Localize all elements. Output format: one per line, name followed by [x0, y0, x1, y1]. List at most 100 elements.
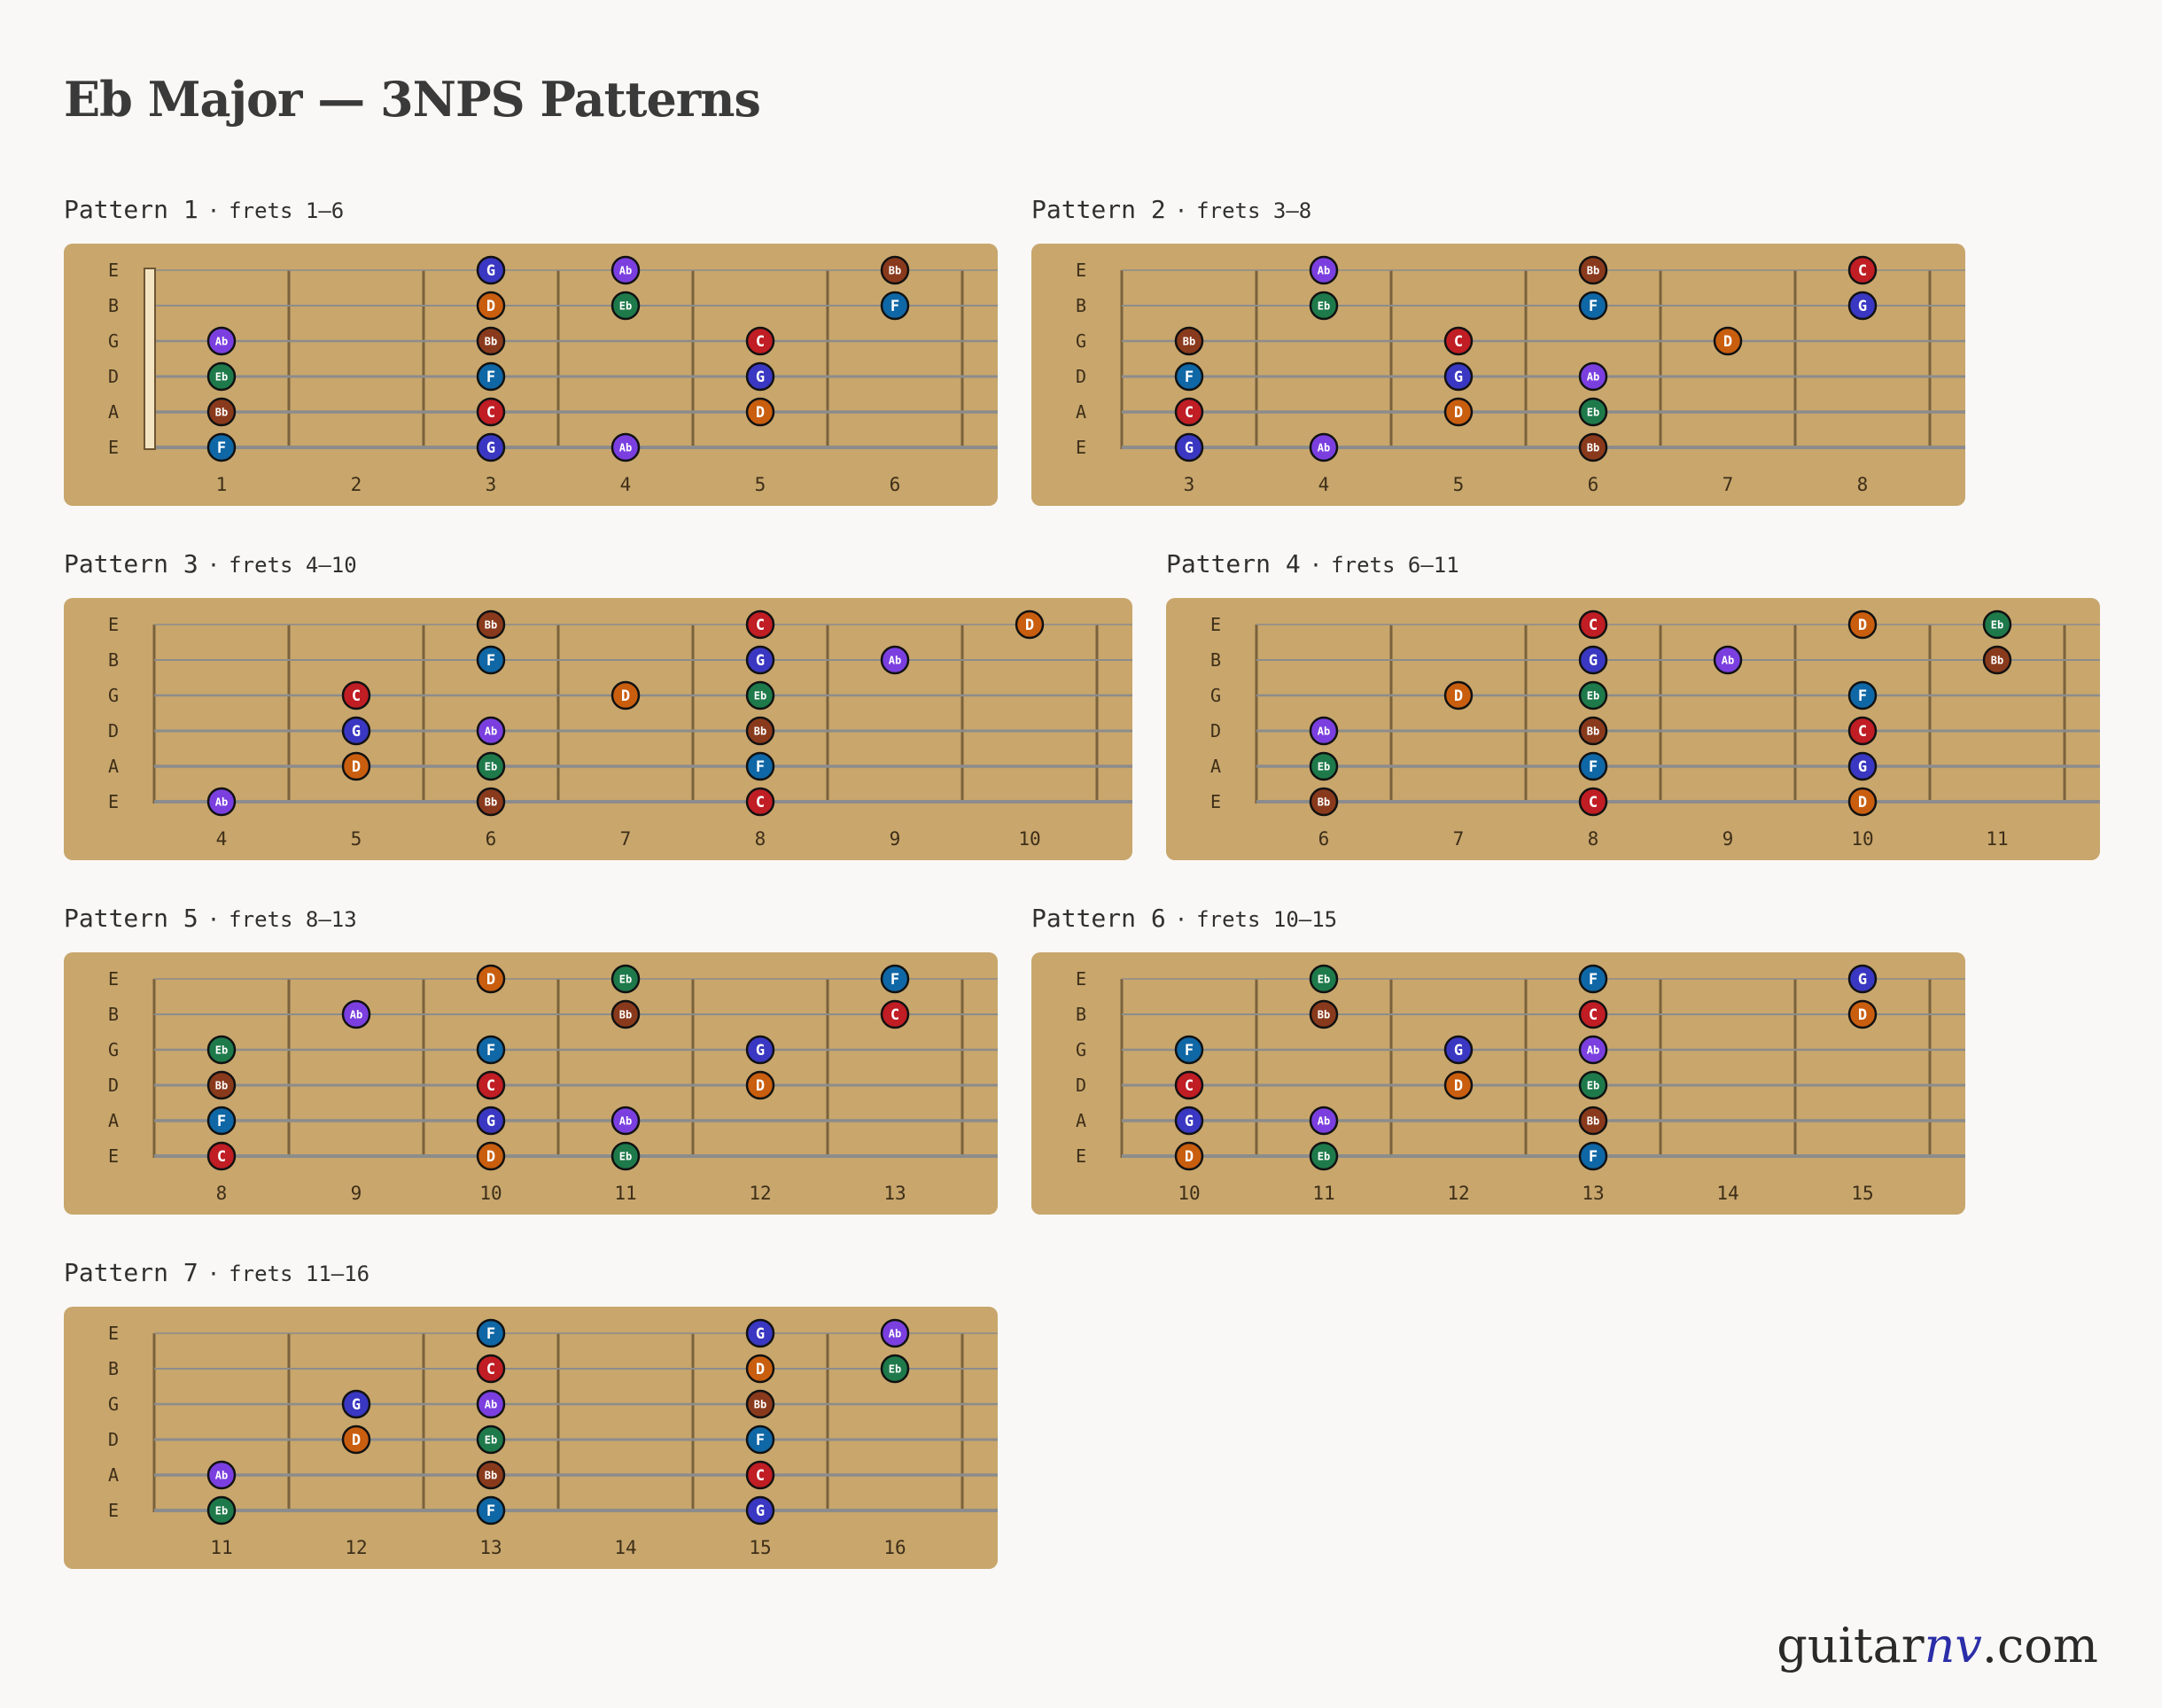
note-label: D: [756, 1361, 765, 1378]
note-dot: Eb: [610, 291, 641, 321]
note-label: G: [756, 1042, 765, 1060]
note-dot: Bb: [476, 787, 506, 817]
note-dot: D: [1443, 1070, 1474, 1100]
string-label: E: [108, 791, 119, 812]
page-title: Eb Major — 3NPS Patterns: [64, 71, 761, 128]
note-label: F: [217, 439, 226, 457]
string-label: A: [108, 756, 119, 777]
pattern-heading: Pattern 5 · frets 8–13: [64, 904, 357, 939]
pattern-sep: ·: [1174, 907, 1188, 932]
note-dot: Ab: [1578, 361, 1608, 392]
pattern-heading: Pattern 7 · frets 11–16: [64, 1258, 369, 1293]
note-label: Ab: [485, 725, 497, 737]
note-label: G: [1454, 1042, 1463, 1060]
note-dot: C: [880, 999, 910, 1029]
fret-number: 11: [1986, 828, 2008, 850]
note-label: Bb: [215, 1079, 228, 1091]
note-label: G: [1454, 369, 1463, 386]
note-label: Ab: [889, 1327, 901, 1339]
fretboard: E B G D A E 1 2 3 4 5 6 G Ab Bb D Eb F Ab Bb C Eb F G Bb C D F G Ab: [64, 244, 998, 506]
fret-number: 9: [890, 828, 901, 850]
note-dot: Bb: [476, 1460, 506, 1490]
pattern-heading: Pattern 6 · frets 10–15: [1031, 904, 1337, 939]
fret-number: 10: [1851, 828, 1873, 850]
pattern-sep: ·: [1309, 553, 1323, 578]
note-label: G: [486, 1113, 495, 1130]
note-label: Eb: [619, 1150, 632, 1162]
fret-number: 15: [1851, 1183, 1873, 1204]
fret-number: 4: [216, 828, 228, 850]
note-dot: F: [476, 1495, 506, 1526]
fret-number: 3: [486, 474, 497, 495]
note-dot: G: [1174, 432, 1204, 462]
note-dot: Eb: [1309, 751, 1339, 781]
note-label: Eb: [215, 1044, 228, 1056]
note-label: Bb: [215, 406, 228, 418]
note-label: F: [1589, 971, 1598, 989]
note-dot: Eb: [1982, 609, 2012, 640]
string-label: D: [108, 1075, 119, 1096]
note-dot: Ab: [610, 432, 641, 462]
string-label: G: [108, 1039, 119, 1060]
note-label: C: [756, 1467, 765, 1485]
fret-number: 11: [614, 1183, 636, 1204]
string-label: B: [1210, 649, 1221, 671]
note-dot: Bb: [476, 609, 506, 640]
string-label: E: [1076, 1145, 1086, 1167]
note-dot: Eb: [880, 1354, 910, 1384]
string-label: B: [1076, 295, 1086, 316]
note-label: C: [1589, 794, 1598, 811]
fret-number: 2: [351, 474, 362, 495]
note-dot: Bb: [1309, 787, 1339, 817]
note-dot: Bb: [1578, 716, 1608, 746]
note-label: C: [1185, 1077, 1194, 1095]
fret-number: 3: [1184, 474, 1195, 495]
note-label: Eb: [215, 370, 228, 383]
note-label: F: [890, 971, 899, 989]
note-label: Ab: [485, 1398, 497, 1410]
note-label: D: [1858, 1006, 1867, 1024]
note-dot: G: [745, 1318, 775, 1348]
note-label: Ab: [1587, 370, 1599, 383]
note-dot: C: [1174, 1070, 1204, 1100]
note-dot: D: [610, 680, 641, 710]
note-dot: Ab: [1578, 1035, 1608, 1065]
note-label: Eb: [619, 299, 632, 312]
pattern-range: frets 1–6: [229, 198, 345, 223]
pattern-sep: ·: [206, 198, 221, 223]
note-dot: G: [476, 432, 506, 462]
note-dot: D: [476, 1141, 506, 1171]
string-label: D: [1076, 366, 1086, 387]
note-label: Bb: [1318, 796, 1330, 808]
note-label: Eb: [1991, 618, 2003, 631]
string-label: A: [1210, 756, 1221, 777]
note-dot: Eb: [206, 361, 237, 392]
note-dot: Ab: [610, 1106, 641, 1136]
fret-number: 10: [1018, 828, 1040, 850]
note-label: Eb: [215, 1504, 228, 1517]
note-dot: C: [745, 787, 775, 817]
note-dot: Eb: [610, 964, 641, 994]
fret-number: 8: [1588, 828, 1599, 850]
note-dot: Eb: [1578, 680, 1608, 710]
fret-number: 12: [1447, 1183, 1469, 1204]
note-dot: D: [1443, 680, 1474, 710]
note-dot: G: [1578, 645, 1608, 675]
string-label: E: [108, 437, 119, 458]
note-dot: D: [1174, 1141, 1204, 1171]
note-dot: D: [341, 1425, 371, 1455]
note-dot: Eb: [1578, 1070, 1608, 1100]
note-dot: C: [745, 326, 775, 356]
note-dot: Bb: [880, 255, 910, 285]
note-dot: Ab: [880, 1318, 910, 1348]
string-label: A: [1076, 1110, 1086, 1131]
fret-number: 5: [1453, 474, 1465, 495]
note-label: D: [486, 1148, 495, 1166]
note-dot: Bb: [1309, 999, 1339, 1029]
note-dot: Bb: [206, 397, 237, 427]
pattern-heading: Pattern 4 · frets 6–11: [1166, 549, 1459, 585]
note-dot: G: [1174, 1106, 1204, 1136]
note-dot: Bb: [1578, 432, 1608, 462]
fret-number: 9: [351, 1183, 362, 1204]
